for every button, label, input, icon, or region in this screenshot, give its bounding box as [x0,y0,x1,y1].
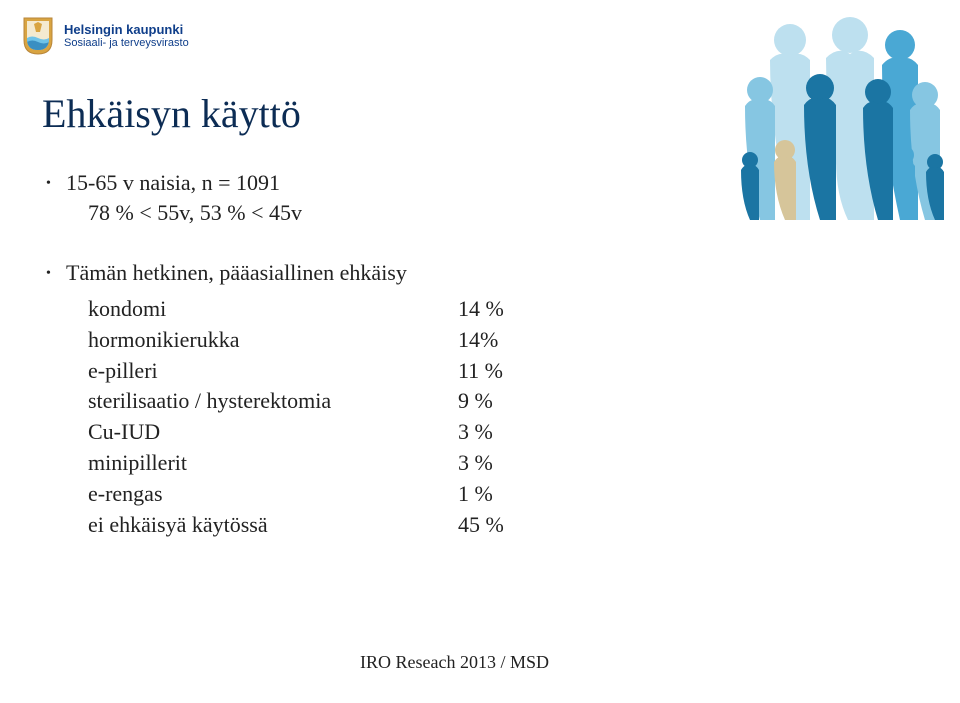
method-label: hormonikierukka [88,325,458,356]
method-label: minipillerit [88,448,458,479]
method-value: 1 % [458,479,528,510]
method-label: Cu-IUD [88,417,458,448]
people-illustration-icon [730,10,950,220]
helsinki-crest-icon [22,16,54,56]
method-value: 9 % [458,386,528,417]
org-name: Helsingin kaupunki [64,23,189,37]
list-item: e-pilleri11 % [88,356,528,387]
method-value: 45 % [458,510,528,541]
list-item: minipillerit3 % [88,448,528,479]
slide-title: Ehkäisyn käyttö [42,90,301,137]
bullet-current-method: Tämän hetkinen, pääasiallinen ehkäisy [66,260,407,286]
method-label: e-rengas [88,479,458,510]
method-value: 3 % [458,417,528,448]
method-label: ei ehkäisyä käytössä [88,510,458,541]
method-label: sterilisaatio / hysterektomia [88,386,458,417]
list-item: kondomi14 % [88,294,528,325]
list-item: Cu-IUD3 % [88,417,528,448]
method-label: kondomi [88,294,458,325]
list-item: e-rengas1 % [88,479,528,510]
method-label: e-pilleri [88,356,458,387]
list-item: sterilisaatio / hysterektomia9 % [88,386,528,417]
source-citation: IRO Reseach 2013 / MSD [360,652,549,673]
method-value: 3 % [458,448,528,479]
org-logo: Helsingin kaupunki Sosiaali- ja terveysv… [22,16,189,56]
method-value: 11 % [458,356,528,387]
method-list: kondomi14 % hormonikierukka14% e-pilleri… [88,294,528,540]
list-item: ei ehkäisyä käytössä45 % [88,510,528,541]
bullet-sample: 15-65 v naisia, n = 1091 [66,170,280,196]
slide: Helsingin kaupunki Sosiaali- ja terveysv… [0,0,960,703]
list-item: hormonikierukka14% [88,325,528,356]
method-value: 14 % [458,294,528,325]
method-value: 14% [458,325,528,356]
dept-name: Sosiaali- ja terveysvirasto [64,37,189,49]
bullet-sample-sub: 78 % < 55v, 53 % < 45v [88,200,302,226]
